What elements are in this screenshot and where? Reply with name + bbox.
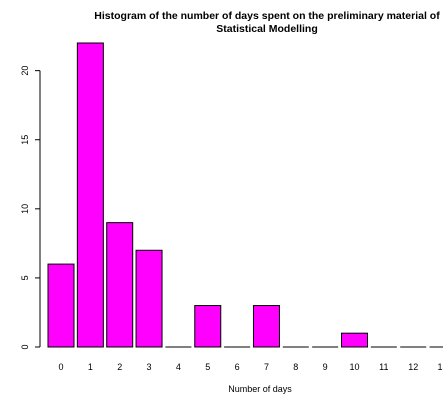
x-tick-label-6: 6 [235, 362, 240, 372]
bar-1 [76, 42, 104, 348]
x-tick-label-0: 0 [58, 362, 63, 372]
x-tick-labels: 012345678910111213 [58, 362, 443, 372]
bar-5 [194, 305, 222, 348]
y-tick-label-5: 5 [20, 275, 30, 280]
bar-7 [252, 305, 280, 348]
y-tick-label-20: 20 [20, 66, 30, 76]
x-tick-label-8: 8 [293, 362, 298, 372]
bar-2 [106, 222, 134, 348]
x-tick-label-9: 9 [323, 362, 328, 372]
bar-3 [135, 249, 163, 348]
x-tick-label-13: 13 [438, 362, 443, 372]
bar-0 [47, 263, 75, 348]
bar-10 [341, 332, 368, 348]
x-tick-label-1: 1 [88, 362, 93, 372]
x-tick-label-7: 7 [264, 362, 269, 372]
y-tick-label-0: 0 [20, 344, 30, 349]
x-tick-label-11: 11 [379, 362, 388, 372]
x-tick-label-5: 5 [205, 362, 210, 372]
x-axis-title: Number of days [228, 384, 292, 394]
chart-title-line-2: Statistical Modelling [216, 23, 318, 35]
x-tick-label-12: 12 [408, 362, 418, 372]
x-tick-label-3: 3 [147, 362, 152, 372]
x-tick-label-2: 2 [117, 362, 122, 372]
y-tick-label-15: 15 [20, 135, 30, 145]
bars [47, 42, 443, 348]
x-tick-label-4: 4 [176, 362, 181, 372]
y-tick-label-10: 10 [20, 204, 30, 214]
x-tick-label-10: 10 [349, 362, 359, 372]
chart-title-line-1: Histogram of the number of days spent on… [94, 10, 440, 22]
y-axis: 0 5 10 15 20 [20, 66, 41, 350]
